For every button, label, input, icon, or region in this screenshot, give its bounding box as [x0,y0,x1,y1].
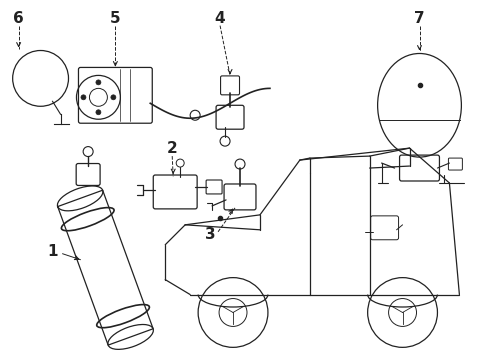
Text: 5: 5 [110,11,121,26]
Circle shape [96,110,101,115]
Text: 7: 7 [414,11,425,26]
Circle shape [81,95,86,100]
Text: 1: 1 [48,244,58,259]
Circle shape [111,95,116,100]
Text: 2: 2 [167,141,177,156]
Text: 6: 6 [13,11,24,26]
Circle shape [96,80,101,85]
Text: 3: 3 [205,227,216,242]
Text: 4: 4 [215,11,225,26]
